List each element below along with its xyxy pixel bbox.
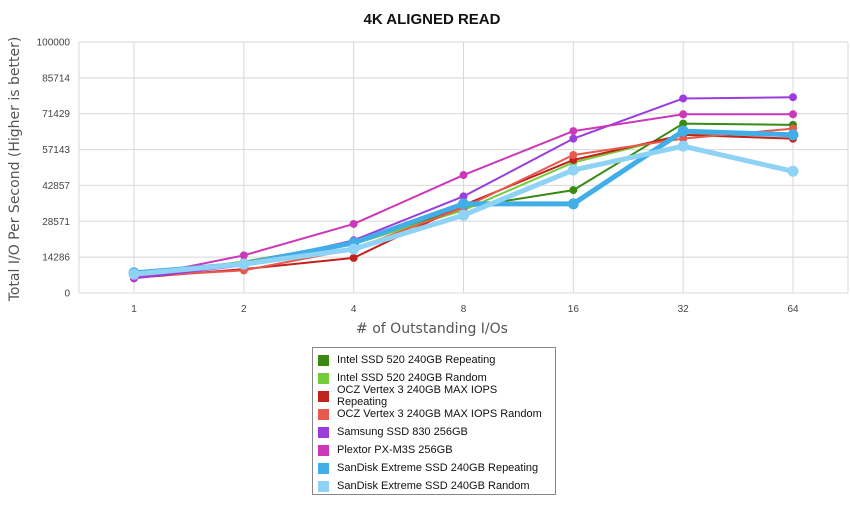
data-point: [679, 119, 688, 128]
data-point: [569, 150, 578, 159]
y-tick-label: 14286: [42, 253, 70, 264]
x-tick-label: 1: [131, 304, 137, 315]
legend: Intel SSD 520 240GB Repeating Intel SSD 5…: [312, 347, 556, 495]
legend-swatch: [318, 372, 329, 384]
legend-swatch: [318, 426, 329, 438]
data-point: [789, 93, 797, 102]
legend-swatch: [318, 444, 329, 456]
x-tick-label: 16: [568, 304, 580, 315]
x-axis-label: # of Outstanding I/Os: [356, 321, 508, 337]
legend-item[interactable]: SanDisk Extreme SSD 240GB Random: [318, 477, 550, 495]
legend-swatch: [318, 408, 329, 420]
x-axis-ticks: 1 2 4 8 16 32 64: [131, 304, 799, 315]
data-point: [679, 110, 688, 119]
legend-label: OCZ Vertex 3 240GB MAX IOPS Repeating: [337, 384, 498, 408]
legend-label: Samsung SSD 830 256GB: [337, 426, 468, 438]
data-point: [348, 243, 360, 255]
legend-item[interactable]: OCZ Vertex 3 240GB MAX IOPS Random: [318, 405, 550, 423]
legend-swatch: [318, 480, 329, 492]
y-tick-label: 71429: [42, 109, 70, 120]
data-point: [569, 127, 578, 136]
data-point: [789, 110, 797, 119]
y-tick-label: 85714: [42, 73, 70, 84]
x-tick-label: 2: [241, 304, 247, 315]
legend-label: OCZ Vertex 3 240GB MAX IOPS Random: [337, 408, 542, 420]
x-tick-label: 8: [461, 304, 467, 315]
legend-item[interactable]: Samsung SSD 830 256GB: [318, 423, 550, 441]
legend-item[interactable]: Intel SSD 520 240GB Repeating: [318, 351, 550, 369]
y-tick-label: 57143: [42, 145, 70, 156]
legend-label: Intel SSD 520 240GB Random: [337, 372, 487, 384]
data-point: [569, 134, 578, 143]
data-point: [569, 186, 578, 195]
y-tick-label: 28571: [42, 217, 70, 228]
data-point: [349, 253, 358, 262]
data-point: [677, 125, 689, 137]
legend-swatch: [318, 390, 329, 402]
chart-title: 4K ALIGNED READ: [364, 11, 501, 28]
legend-item[interactable]: Intel SSD 520 240GB Random: [318, 369, 550, 387]
x-tick-label: 64: [787, 304, 799, 315]
x-tick-label: 32: [678, 304, 690, 315]
legend-label: Plextor PX-M3S 256GB: [337, 444, 453, 456]
data-point: [567, 198, 579, 210]
data-point: [679, 134, 688, 143]
y-axis-ticks: 0 14286 28571 42857 57143 71429 85714 100000: [37, 38, 71, 300]
legend-item[interactable]: OCZ Vertex 3 240GB MAX IOPS Repeating: [318, 384, 550, 408]
data-point: [128, 268, 140, 280]
legend-item[interactable]: Plextor PX-M3S 256GB: [318, 441, 550, 459]
series-lines: [128, 93, 799, 283]
data-point: [787, 165, 799, 177]
y-tick-label: 0: [64, 289, 70, 300]
data-point: [677, 140, 689, 152]
y-axis-label: Total I/O Per Second (Higher is better): [7, 37, 23, 303]
data-point: [679, 94, 688, 103]
grid: [78, 41, 849, 294]
data-point: [349, 219, 358, 228]
data-point: [787, 129, 799, 141]
y-tick-label: 42857: [42, 181, 70, 192]
data-point: [459, 171, 468, 180]
legend-label: SanDisk Extreme SSD 240GB Random: [337, 480, 530, 492]
data-point: [239, 251, 248, 260]
y-tick-label: 100000: [37, 38, 71, 49]
data-point: [458, 198, 469, 210]
data-point: [567, 164, 579, 176]
legend-swatch: [318, 354, 329, 366]
legend-label: SanDisk Extreme SSD 240GB Repeating: [337, 462, 539, 474]
data-point: [459, 192, 468, 201]
data-point: [238, 258, 250, 270]
data-point: [458, 209, 469, 221]
legend-item[interactable]: SanDisk Extreme SSD 240GB Repeating: [318, 459, 550, 477]
legend-label: Intel SSD 520 240GB Repeating: [337, 354, 496, 366]
series-7: [128, 140, 799, 280]
legend-swatch: [318, 462, 329, 474]
x-tick-label: 4: [351, 304, 357, 315]
